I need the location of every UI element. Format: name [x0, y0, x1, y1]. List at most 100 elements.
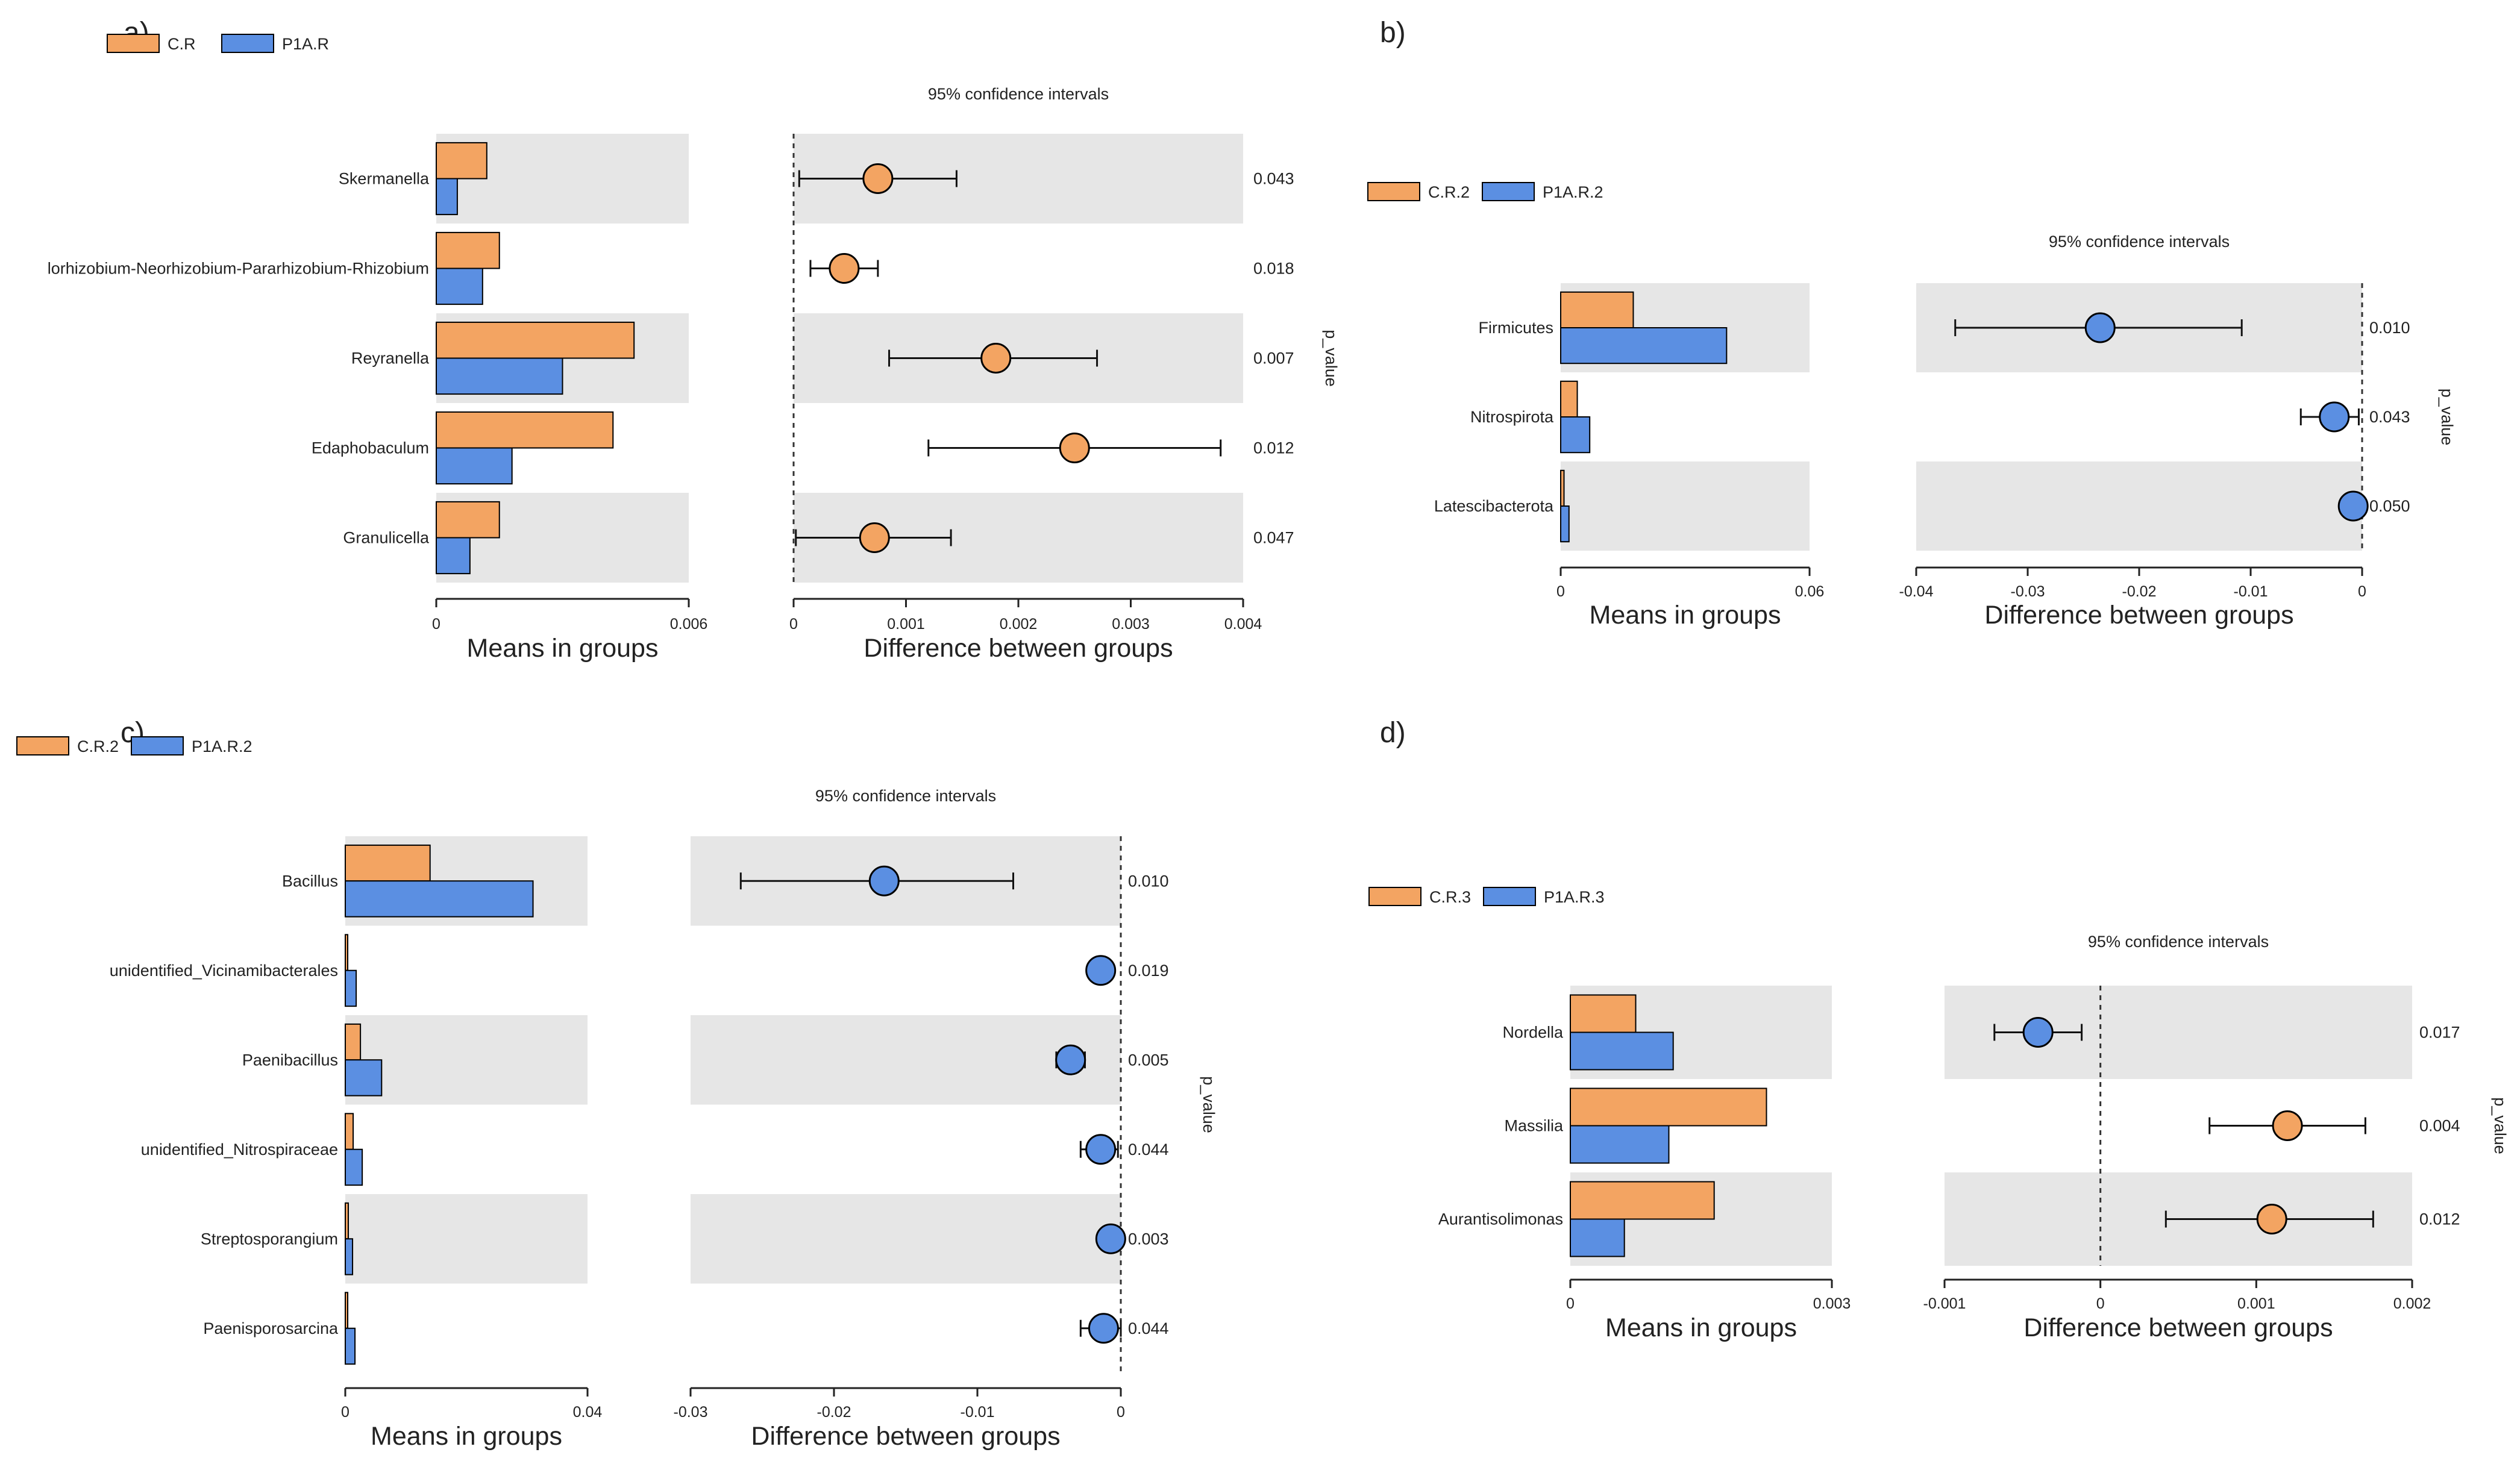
ci-title: 95% confidence intervals [2088, 933, 2269, 951]
legend-label: P1A.R.2 [192, 737, 252, 755]
category-label: Reyranella [351, 349, 430, 368]
bar-C.R.2 [1560, 291, 1634, 328]
diff-row-band [691, 1015, 1121, 1105]
panel-label: b) [1380, 17, 1406, 49]
means-row-band [345, 1015, 588, 1105]
diff-tick-label: 0.001 [2237, 1295, 2275, 1312]
diff-tick-label: 0.003 [1112, 616, 1150, 633]
legend-swatch-blue [221, 34, 274, 53]
panel-label: d) [1380, 717, 1406, 749]
bar-C.R.2 [1560, 469, 1565, 507]
category-label: Paenibacillus [242, 1051, 338, 1069]
p-value: 0.017 [2419, 1024, 2460, 1042]
diff-x-label: Difference between groups [751, 1422, 1060, 1451]
bar-C.R.2 [1560, 380, 1578, 418]
diff-tick-label: 0 [2358, 583, 2366, 600]
means-x-label: Means in groups [371, 1422, 562, 1451]
p-value: 0.005 [1128, 1051, 1169, 1069]
bar-P1A.R.3 [1570, 1218, 1625, 1257]
bar-C.R.2 [345, 1292, 349, 1329]
legend-swatch-orange [1367, 182, 1420, 201]
p-value: 0.012 [2419, 1210, 2460, 1228]
ci-title: 95% confidence intervals [928, 85, 1109, 103]
bar-P1A.R.2 [345, 969, 357, 1007]
bar-C.R.2 [345, 934, 349, 971]
means-x-label: Means in groups [1590, 601, 1781, 630]
p-value: 0.050 [2369, 497, 2410, 515]
diff-point [859, 522, 890, 553]
diff-row-band [691, 1194, 1121, 1284]
diff-tick-label: -0.001 [1923, 1295, 1966, 1312]
category-label: Nitrospirota [1470, 408, 1554, 426]
diff-point [2319, 401, 2350, 433]
p-value-axis-label: p_value [2491, 1097, 2509, 1154]
bar-C.R [436, 501, 500, 539]
diff-tick-label: 0 [2096, 1295, 2105, 1312]
category-label: Firmicutes [1478, 319, 1553, 337]
category-label: Bacillus [282, 872, 338, 890]
diff-tick-label: -0.01 [961, 1404, 995, 1421]
means-row-band [345, 1194, 588, 1284]
p-value-axis-label: p_value [2438, 389, 2456, 446]
bar-P1A.R.3 [1570, 1031, 1674, 1071]
bar-C.R [436, 142, 487, 180]
diff-point [2272, 1110, 2303, 1141]
bar-C.R.3 [1570, 1087, 1767, 1127]
means-tick-label: 0.04 [573, 1404, 603, 1421]
legend-label: P1A.R.3 [1544, 888, 1605, 906]
diff-tick-label: 0.002 [1000, 616, 1038, 633]
legend-label: C.R.2 [1428, 183, 1470, 201]
bar-P1A.R [436, 537, 471, 575]
p-value-axis-label: p_value [1200, 1076, 1218, 1133]
bar-P1A.R.3 [1570, 1125, 1670, 1164]
diff-point [1088, 1313, 1119, 1344]
ci-title: 95% confidence intervals [2049, 233, 2230, 251]
bar-C.R.2 [345, 1202, 349, 1240]
diff-x-label: Difference between groups [864, 634, 1173, 663]
diff-point [980, 343, 1012, 374]
p-value: 0.012 [1253, 439, 1294, 457]
bar-C.R.3 [1570, 994, 1637, 1033]
p-value: 0.044 [1128, 1319, 1169, 1337]
panel-b: b) C.R.2 P1A.R.2 95% confidence intervals Fi… [1367, 17, 2456, 630]
category-label: Paenisporosarcina [203, 1319, 339, 1337]
category-label: Nordella [1502, 1024, 1564, 1042]
bar-P1A.R.2 [345, 1148, 363, 1186]
means-tick-label: 0 [1556, 583, 1565, 600]
means-tick-label: 0 [1566, 1295, 1575, 1312]
panel-d: d) C.R.3 P1A.R.3 95% confidence intervals No… [1368, 717, 2509, 1342]
legend-swatch-orange [107, 34, 160, 53]
p-value: 0.010 [2369, 319, 2410, 337]
bar-P1A.R.2 [345, 1327, 356, 1365]
diff-tick-label: -0.03 [2011, 583, 2045, 600]
ci-title: 95% confidence intervals [815, 787, 996, 805]
legend-swatch-orange [1368, 887, 1421, 906]
p-value: 0.043 [2369, 408, 2410, 426]
diff-tick-label: 0.001 [887, 616, 925, 633]
diff-point [829, 253, 860, 284]
diff-tick-label: 0.004 [1224, 616, 1262, 633]
category-label: Granulicella [343, 529, 430, 547]
category-label: Streptosporangium [201, 1230, 338, 1248]
bar-P1A.R [436, 447, 513, 485]
panel-c: c)C.R.2 P1A.R.295% confidence intervalsBa… [16, 717, 1218, 1451]
category-label: Massilia [1504, 1117, 1564, 1135]
diff-row-band [1916, 461, 2362, 551]
bar-P1A.R.2 [345, 1238, 354, 1275]
diff-point [2337, 490, 2369, 522]
category-label: unidentified_Nitrospiraceae [141, 1140, 338, 1159]
diff-point [2084, 312, 2116, 343]
bar-C.R.2 [345, 1023, 362, 1061]
diff-point [1059, 433, 1090, 463]
p-value: 0.007 [1253, 349, 1294, 368]
category-label: unidentified_Vicinamibacterales [110, 962, 338, 980]
means-tick-label: 0 [432, 616, 440, 633]
bar-P1A.R [436, 357, 563, 395]
diff-point [1055, 1044, 1086, 1075]
diff-tick-label: 0.002 [2393, 1295, 2431, 1312]
p-value: 0.047 [1253, 529, 1294, 547]
diff-point [1085, 1134, 1117, 1165]
diff-point [2022, 1017, 2054, 1048]
p-value: 0.003 [1128, 1230, 1169, 1248]
legend-swatch-blue [1482, 182, 1535, 201]
